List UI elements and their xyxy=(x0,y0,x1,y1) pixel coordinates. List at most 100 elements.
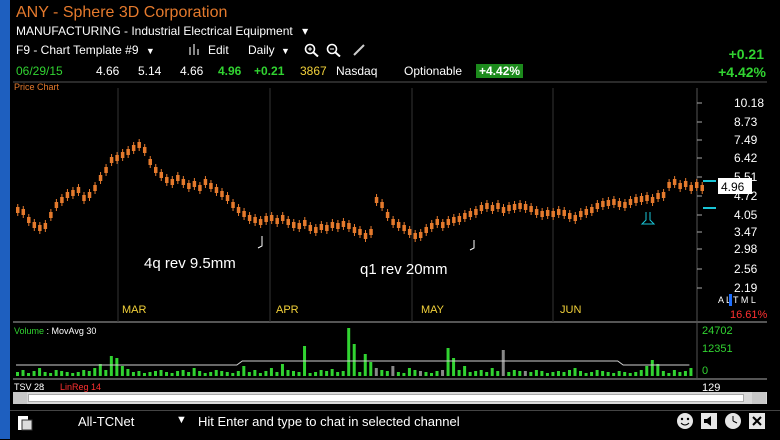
quote-low: 4.66 xyxy=(180,64,204,78)
chat-input[interactable]: Hit Enter and type to chat in selected c… xyxy=(198,414,460,429)
ticker-title: ANY - Sphere 3D Corporation xyxy=(16,4,228,21)
scroll-right-button[interactable] xyxy=(752,392,766,404)
alert-marker-icon[interactable] xyxy=(640,212,656,225)
annotation-marker xyxy=(257,236,263,249)
draw-pen-icon[interactable] xyxy=(352,43,366,60)
pct-side-label: 16.61% xyxy=(730,309,768,321)
volume-bar xyxy=(452,358,456,376)
volume-bar xyxy=(330,369,334,376)
volume-bar xyxy=(661,371,665,376)
price-axis-tick: 6.42 xyxy=(734,151,758,165)
volume-bar xyxy=(617,371,621,376)
volume-bar xyxy=(49,373,53,376)
volume-bar xyxy=(645,366,649,376)
volume-bar xyxy=(601,371,605,376)
chat-bar xyxy=(10,410,780,440)
volume-bar xyxy=(667,373,671,376)
quote-volume: 3867 xyxy=(300,64,327,78)
volume-bar xyxy=(258,373,262,376)
volume-bar xyxy=(38,368,42,376)
chevron-down-icon[interactable]: ▼ xyxy=(176,414,187,426)
chevron-down-icon[interactable]: ▼ xyxy=(281,46,290,56)
volume-axis-max: 24702 xyxy=(702,325,733,337)
bar-chart-icon[interactable] xyxy=(188,43,202,58)
clock-icon[interactable] xyxy=(724,412,742,433)
volume-bar xyxy=(446,348,450,376)
volume-label: Volume : MovAvg 30 xyxy=(14,326,96,336)
month-label: JUN xyxy=(560,304,581,316)
price-axis-tick: 2.56 xyxy=(734,262,758,276)
volume-bar xyxy=(369,362,373,376)
volume-bar xyxy=(672,370,676,376)
volume-bar xyxy=(424,372,428,376)
volume-bar xyxy=(225,372,229,376)
volume-bar xyxy=(109,356,113,376)
volume-bar xyxy=(187,372,191,376)
sector-label[interactable]: MANUFACTURING - Industrial Electrical Eq… xyxy=(16,24,308,38)
volume-bar xyxy=(71,373,75,376)
volume-bar xyxy=(319,370,323,376)
volume-bar xyxy=(159,370,163,376)
volume-bar xyxy=(430,373,433,376)
current-price-tag: 4.96 xyxy=(721,180,745,194)
volume-bar xyxy=(115,358,119,376)
period-selector[interactable]: Daily ▼ xyxy=(248,43,290,57)
volume-bar xyxy=(501,350,505,376)
volume-bar xyxy=(87,371,91,376)
zoom-out-icon[interactable] xyxy=(326,43,342,60)
smiley-icon[interactable] xyxy=(676,412,694,433)
sound-icon[interactable] xyxy=(700,412,718,433)
pct-change-badge: +4.42% xyxy=(476,64,524,78)
annotation-marker xyxy=(469,240,475,251)
volume-bar xyxy=(650,360,654,376)
volume-bar xyxy=(76,372,80,376)
volume-bar xyxy=(573,368,577,376)
volume-bar xyxy=(363,354,367,376)
chevron-down-icon[interactable]: ▼ xyxy=(145,46,155,56)
zoom-in-icon[interactable] xyxy=(304,43,320,60)
volume-bar xyxy=(590,372,594,376)
volume-bar xyxy=(27,373,31,376)
volume-bar xyxy=(678,372,682,376)
quote-date: 06/29/15 xyxy=(16,64,63,78)
volume-bar xyxy=(551,372,555,376)
volume-bar xyxy=(683,371,687,376)
volume-bar xyxy=(297,372,301,376)
current-price-tag-bg xyxy=(718,178,752,194)
chevron-down-icon[interactable]: ▾ xyxy=(302,24,309,38)
edit-button[interactable]: Edit xyxy=(208,43,229,57)
volume-bar xyxy=(612,373,616,376)
volume-bar xyxy=(512,370,516,376)
volume-bar xyxy=(639,370,643,376)
volume-bar xyxy=(623,372,627,376)
volume-bar xyxy=(142,373,146,376)
volume-bar xyxy=(65,372,69,376)
volume-axis-mid: 12351 xyxy=(702,343,733,355)
volume-bar xyxy=(325,371,329,376)
volume-bar xyxy=(402,373,406,376)
volume-bar xyxy=(385,371,389,376)
volume-bar xyxy=(60,371,64,376)
volume-bar xyxy=(628,373,632,376)
volume-bar xyxy=(247,372,251,376)
volume-bar xyxy=(463,366,467,376)
template-selector[interactable]: F9 - Chart Template #9 ▼ xyxy=(16,43,155,57)
settings-icon[interactable] xyxy=(748,412,766,433)
volume-bar xyxy=(253,370,257,376)
quote-high: 5.14 xyxy=(138,64,162,78)
volume-bar xyxy=(126,369,130,376)
scroll-left-button[interactable] xyxy=(13,392,27,404)
template-label: F9 - Chart Template #9 xyxy=(16,43,139,57)
volume-bar xyxy=(203,373,207,376)
channel-selector[interactable]: All-TCNet xyxy=(78,414,135,429)
month-label: MAR xyxy=(122,304,147,316)
quote-change: +0.21 xyxy=(254,64,285,78)
volume-bar xyxy=(308,373,312,376)
volume-bar xyxy=(595,370,599,376)
volume-bar xyxy=(518,371,522,376)
volume-bar xyxy=(54,370,58,376)
scrollbar-thumb[interactable] xyxy=(28,394,744,402)
chat-icon[interactable] xyxy=(16,414,34,435)
volume-bar xyxy=(396,372,400,376)
